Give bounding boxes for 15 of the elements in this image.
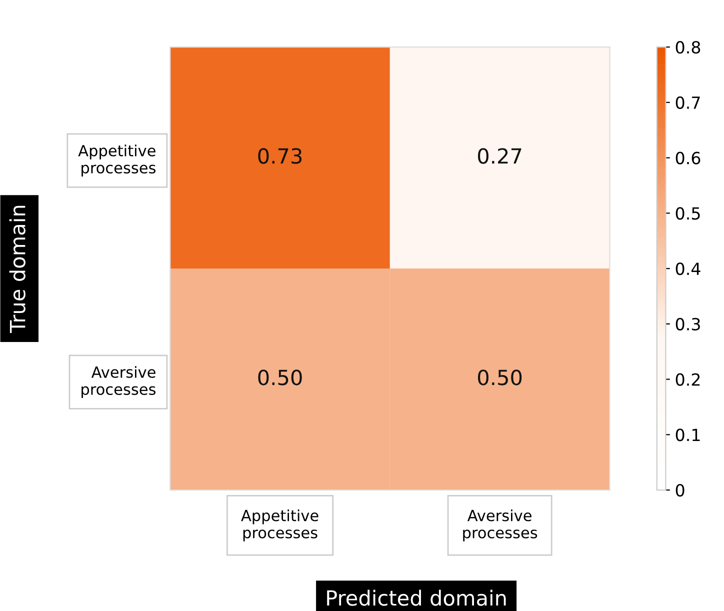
color-bar-label: 0.4: [676, 262, 700, 276]
data-label: 0.50: [258, 370, 302, 386]
data-label: 0.27: [478, 148, 522, 164]
color-bar-label: 0.1: [676, 428, 700, 442]
color-bar-label: 0.3: [676, 318, 700, 330]
x-axis-title: Predicted domain: [327, 590, 506, 606]
y-axis-title: True domain: [9, 206, 26, 334]
data-label: 0.73: [258, 148, 302, 164]
color-bar-label: 0.7: [676, 96, 700, 109]
color-bar-label: 0.6: [676, 152, 700, 164]
data-label: 0.50: [478, 370, 522, 386]
color-bar-label: 0.5: [676, 207, 700, 220]
color-bar-label: 0.8: [676, 41, 700, 54]
color-bar-label: 0.2: [676, 373, 700, 386]
color-bar-label: 0: [676, 484, 684, 497]
